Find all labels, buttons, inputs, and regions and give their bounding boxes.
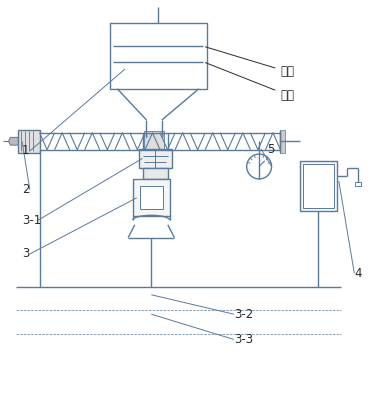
Bar xyxy=(144,131,164,152)
Text: 3: 3 xyxy=(22,247,29,260)
Text: 4: 4 xyxy=(355,267,362,280)
Bar xyxy=(280,130,285,153)
Polygon shape xyxy=(9,137,18,145)
Text: 1: 1 xyxy=(22,145,30,158)
Text: 液位: 液位 xyxy=(206,47,294,78)
Bar xyxy=(140,186,163,209)
Text: 3-2: 3-2 xyxy=(234,308,253,321)
Bar xyxy=(133,179,170,216)
Text: 5: 5 xyxy=(267,143,274,156)
Bar xyxy=(139,149,172,168)
Bar xyxy=(142,168,168,179)
Bar xyxy=(18,130,39,153)
Text: 料位: 料位 xyxy=(206,62,294,102)
Bar xyxy=(303,164,334,208)
Text: 2: 2 xyxy=(22,183,30,196)
Text: 3-3: 3-3 xyxy=(234,333,253,346)
Bar xyxy=(356,182,361,186)
Bar xyxy=(300,161,337,211)
Bar xyxy=(110,23,207,89)
Bar xyxy=(146,133,162,141)
Text: 3-1: 3-1 xyxy=(22,214,41,227)
